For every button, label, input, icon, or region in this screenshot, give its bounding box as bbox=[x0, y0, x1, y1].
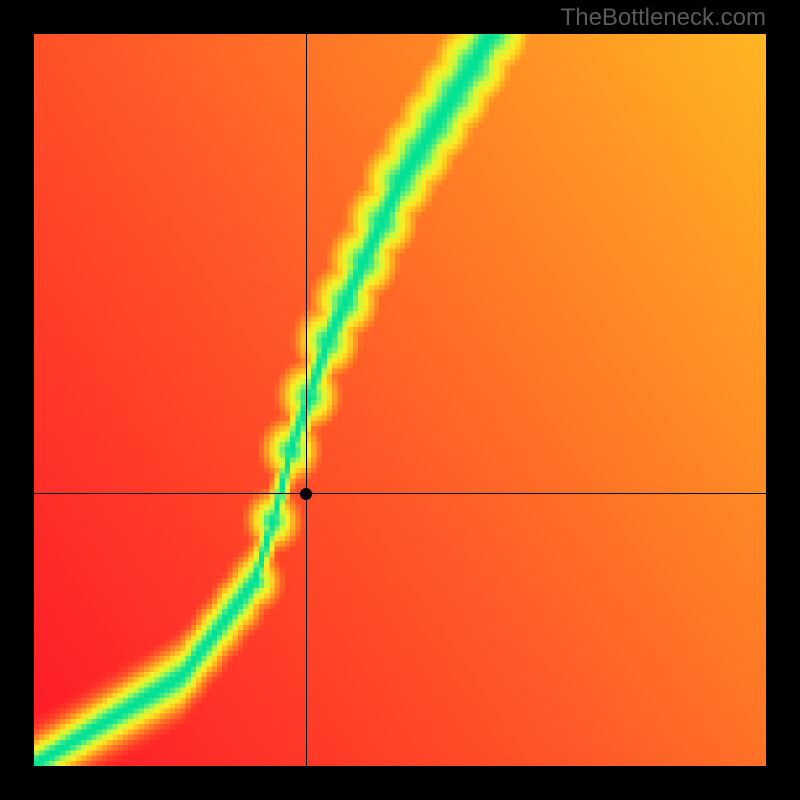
crosshair-horizontal bbox=[34, 493, 766, 494]
crosshair-marker bbox=[300, 488, 312, 500]
watermark-text: TheBottleneck.com bbox=[561, 4, 766, 32]
bottleneck-heatmap bbox=[34, 34, 766, 766]
chart-container: TheBottleneck.com bbox=[0, 0, 800, 800]
crosshair-vertical bbox=[306, 34, 307, 766]
